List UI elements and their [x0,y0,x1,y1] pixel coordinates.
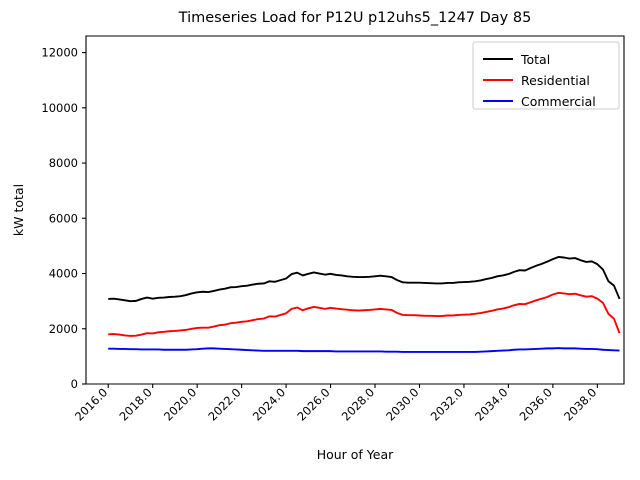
series-line-total [108,256,621,303]
x-axis-title: Hour of Year [317,447,394,462]
y-tick-label: 4000 [49,267,78,281]
y-axis-ticks: 0 2000 4000 6000 8000 10000 12000 [41,46,86,391]
series-group [108,256,621,353]
y-tick-label: 10000 [41,101,78,115]
y-tick-label: 12000 [41,46,78,60]
plot-frame [85,35,625,385]
legend-label-commercial: Commercial [521,94,596,109]
series-line-commercial [108,347,620,353]
y-tick-label: 8000 [49,156,78,170]
chart-legend: Total Residential Commercial [472,41,620,110]
series-line-residential [108,291,621,337]
chart-title: Timeseries Load for P12U p12uhs5_1247 Da… [178,10,532,26]
y-tick-label: 6000 [49,211,78,225]
y-axis-title: kW total [11,184,26,236]
legend-label-total: Total [520,52,550,67]
legend-entries: Total Residential Commercial [483,52,596,109]
y-tick-label: 0 [71,377,78,391]
y-tick-label: 2000 [49,322,78,336]
legend-label-residential: Residential [521,73,590,88]
